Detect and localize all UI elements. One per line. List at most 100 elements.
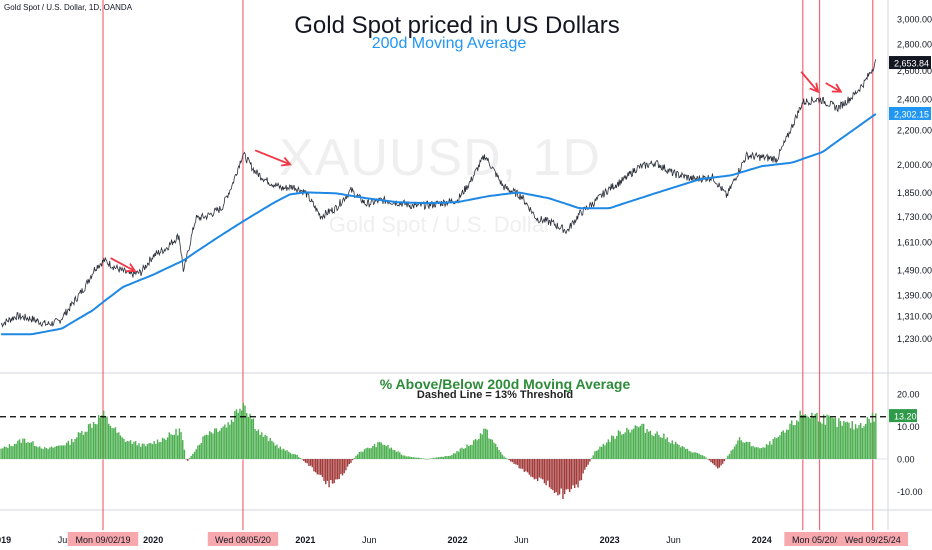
ma-value-tag (889, 106, 931, 120)
oscillator-bar (397, 451, 399, 459)
oscillator-bar (567, 459, 569, 490)
oscillator-bar (272, 442, 275, 459)
oscillator-bar (526, 459, 529, 473)
oscillator-bar (123, 438, 125, 459)
oscillator-bar (806, 415, 808, 459)
oscillator-bar (195, 449, 197, 459)
oscillator-bar (425, 458, 428, 460)
oscillator-bar (642, 423, 645, 459)
oscillator-bar (291, 454, 293, 459)
oscillator-bar (412, 457, 414, 459)
oscillator-bar (215, 428, 218, 459)
oscillator-bar (621, 434, 623, 459)
oscillator-bar (474, 438, 477, 459)
oscillator-bar (49, 447, 51, 459)
oscillator-bar (261, 432, 263, 459)
oscillator-bar (331, 459, 334, 484)
price-axis-tick: 2,400.00 (897, 95, 932, 105)
oscillator-bar (742, 442, 744, 459)
oscillator-bar (197, 445, 199, 459)
oscillator-bar (286, 450, 288, 459)
oscillator-bar (819, 422, 822, 459)
oscillator-bar (207, 435, 209, 459)
oscillator-bar (646, 429, 648, 459)
oscillator-bar (471, 444, 473, 459)
oscillator-bar (439, 456, 441, 459)
oscillator-bar (345, 459, 347, 471)
oscillator-bar (553, 459, 556, 493)
oscillator-bar (171, 434, 174, 459)
oscillator-bar (399, 452, 401, 459)
oscillator-bar (515, 459, 517, 465)
oscillator-bar (584, 459, 586, 470)
oscillator-bar (696, 452, 699, 459)
chart-title: Gold Spot priced in US Dollars (294, 12, 620, 39)
oscillator-bar (365, 448, 367, 459)
oscillator-bar (101, 415, 103, 459)
oscillator-bar (503, 456, 505, 459)
oscillator-axis-tick: 20.00 (897, 390, 920, 400)
oscillator-bar (182, 440, 184, 459)
oscillator-bar (489, 439, 492, 459)
oscillator-bar (5, 446, 7, 459)
oscillator-bar (616, 435, 618, 459)
oscillator-bar (873, 421, 875, 459)
oscillator-bar (622, 434, 625, 459)
marker-date-tag (207, 532, 279, 546)
oscillator-bar (281, 449, 283, 459)
oscillator-axis-tick: 0.00 (897, 455, 915, 465)
oscillator-bar (473, 440, 475, 459)
marker-date-label: Mon 09/02/19 (75, 535, 130, 545)
oscillator-bar (407, 456, 409, 459)
oscillator-bar (469, 444, 472, 459)
oscillator-bar (348, 459, 350, 465)
time-axis-year-label: 2022 (447, 535, 467, 545)
oscillator-bar (335, 459, 337, 480)
oscillator-bar (414, 457, 416, 459)
time-axis-year-label: 2020 (143, 535, 163, 545)
oscillator-bar (617, 430, 620, 459)
oscillator-bar (780, 431, 783, 459)
chart-subtitle: 200d Moving Average (371, 35, 527, 52)
oscillator-bar (192, 453, 194, 459)
oscillator-bar (385, 446, 387, 459)
oscillator-bar (82, 434, 85, 459)
oscillator-bar (861, 427, 864, 459)
oscillator-bar (350, 459, 352, 463)
oscillator-bar (47, 449, 49, 459)
oscillator-bar (632, 428, 635, 459)
oscillator-bar (802, 414, 805, 459)
oscillator-bar (568, 459, 571, 493)
oscillator-bar (168, 432, 170, 459)
oscillator-bar (579, 459, 581, 481)
oscillator-bar (146, 444, 149, 459)
oscillator-bar (456, 451, 458, 459)
oscillator-bar (733, 446, 736, 459)
oscillator-bar (592, 455, 594, 459)
oscillator-bar (148, 443, 150, 459)
annotation-arrow-head (809, 82, 820, 94)
oscillator-bar (498, 449, 500, 459)
oscillator-bar (683, 447, 685, 459)
oscillator-bar (30, 442, 33, 459)
oscillator-bar (604, 445, 606, 459)
oscillator-bar (264, 434, 266, 459)
oscillator-bar (37, 447, 39, 459)
oscillator-bar (177, 435, 179, 459)
oscillator-bar (452, 453, 455, 459)
oscillator-bar (400, 454, 403, 459)
oscillator-bar (762, 447, 764, 459)
oscillator-bar (94, 424, 96, 459)
oscillator-bar (557, 459, 559, 496)
oscillator-bar (84, 431, 86, 459)
oscillator-bar (821, 423, 823, 459)
oscillator-bar (212, 433, 214, 459)
oscillator-bar (392, 449, 394, 459)
oscillator-bar (521, 459, 524, 469)
oscillator-bar (772, 438, 774, 459)
oscillator-bar (767, 444, 769, 459)
oscillator-bar (166, 437, 169, 459)
oscillator-bar (202, 436, 204, 459)
annotation-arrow-head (125, 263, 137, 273)
